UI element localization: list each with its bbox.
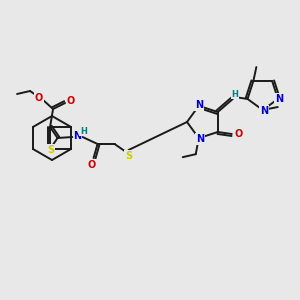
Text: O: O — [235, 129, 243, 139]
Text: N: N — [195, 100, 203, 110]
Text: H: H — [80, 127, 87, 136]
Text: H: H — [231, 89, 238, 98]
Text: O: O — [67, 96, 75, 106]
Text: O: O — [35, 93, 43, 103]
Text: N: N — [196, 134, 204, 144]
Text: O: O — [87, 160, 96, 170]
Text: S: S — [47, 145, 55, 155]
Text: S: S — [125, 151, 132, 161]
Text: N: N — [260, 106, 268, 116]
Text: N: N — [74, 131, 82, 141]
Text: N: N — [275, 94, 283, 104]
